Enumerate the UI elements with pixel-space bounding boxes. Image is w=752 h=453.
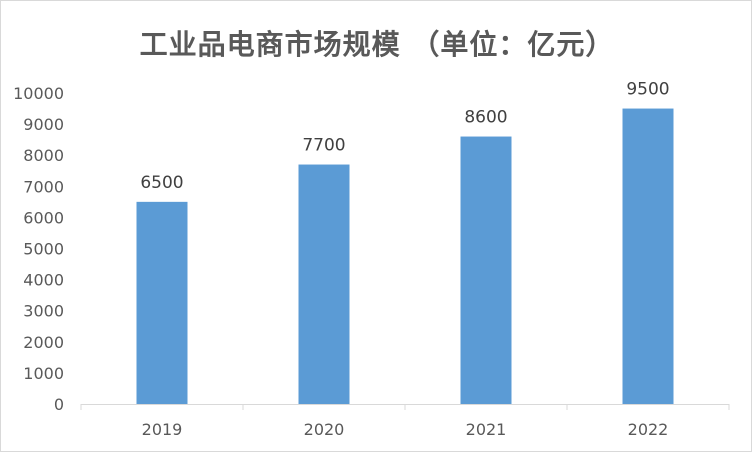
x-tick-label: 2020 [304,420,345,439]
x-tick-label: 2022 [628,420,669,439]
y-tick-label: 3000 [23,302,64,321]
bar [460,136,512,405]
y-tick-label: 6000 [23,208,64,227]
y-tick-label: 5000 [23,240,64,259]
bars: 6500 7700 8600 9500 [136,80,674,405]
bar [298,164,350,404]
y-tick-label: 9000 [23,115,64,134]
y-tick-label: 8000 [23,146,64,165]
bar [136,201,188,404]
x-tick-label: 2019 [142,420,183,439]
x-tick-label: 2021 [466,420,507,439]
data-label: 7700 [302,136,345,156]
y-tick-label: 2000 [23,333,64,352]
data-label: 9500 [626,80,669,100]
x-axis: 2019 2020 2021 2022 [80,404,730,439]
data-label: 8600 [464,108,507,128]
data-label: 6500 [140,173,183,193]
y-tick-label: 10000 [13,84,64,103]
y-tick-label: 0 [54,395,64,414]
chart-title: 工业品电商市场规模 （单位：亿元） [139,28,615,61]
bar [622,108,674,405]
y-tick-label: 1000 [23,364,64,383]
y-tick-label: 4000 [23,271,64,290]
y-tick-label: 7000 [23,177,64,196]
y-axis-ticks: 0 1000 2000 3000 4000 5000 6000 7000 8000 9000 100… [13,84,64,414]
